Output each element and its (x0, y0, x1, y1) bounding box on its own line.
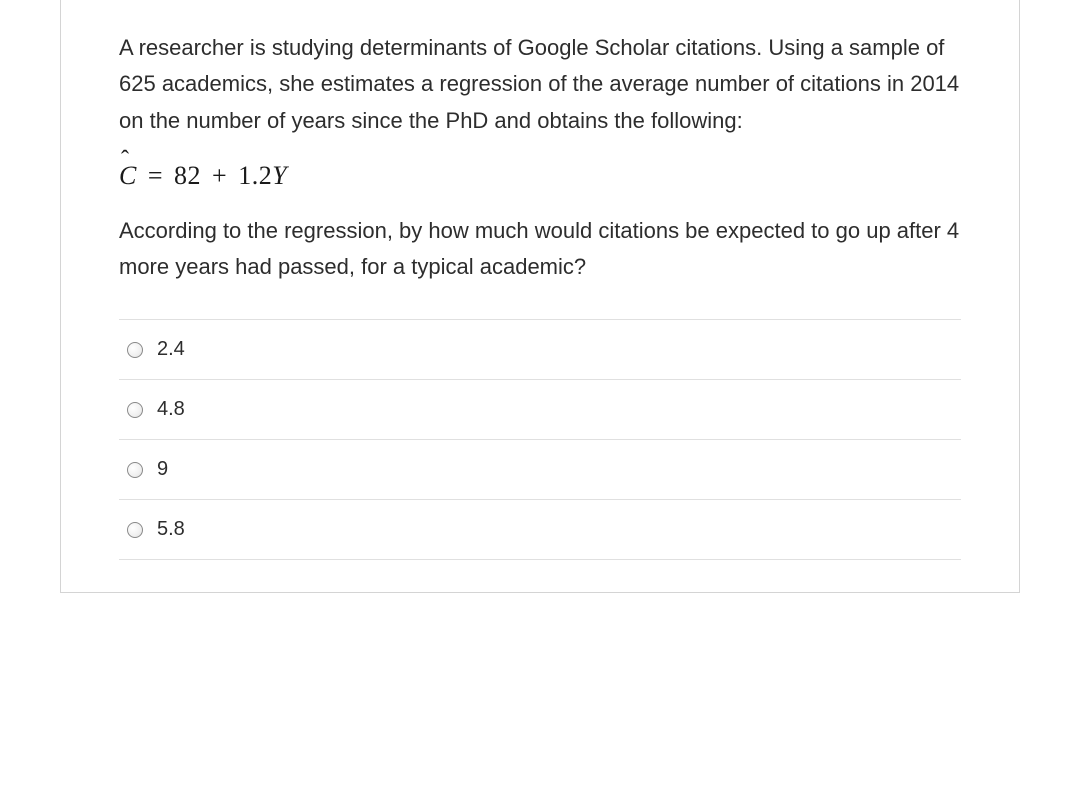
equation-intercept: 82 (174, 161, 201, 190)
option-label: 9 (157, 458, 168, 481)
equation-plus: + (212, 161, 227, 190)
option-3[interactable]: 9 (119, 439, 961, 499)
options-list: 2.4 4.8 9 5.8 (119, 319, 961, 560)
radio-icon[interactable] (127, 462, 143, 478)
option-label: 4.8 (157, 398, 185, 421)
question-paragraph-1: A researcher is studying determinants of… (119, 30, 961, 139)
question-card: A researcher is studying determinants of… (60, 0, 1020, 593)
regression-equation: C = 82 + 1.2Y (119, 161, 961, 191)
option-4[interactable]: 5.8 (119, 499, 961, 560)
equation-equals: = (148, 161, 163, 190)
radio-icon[interactable] (127, 522, 143, 538)
radio-icon[interactable] (127, 402, 143, 418)
equation-lhs: C (119, 161, 137, 191)
option-2[interactable]: 4.8 (119, 379, 961, 439)
option-label: 5.8 (157, 518, 185, 541)
option-1[interactable]: 2.4 (119, 319, 961, 379)
question-paragraph-2: According to the regression, by how much… (119, 213, 961, 286)
equation-slope: 1.2 (238, 161, 272, 190)
equation-variable: Y (272, 161, 287, 190)
radio-icon[interactable] (127, 342, 143, 358)
option-label: 2.4 (157, 338, 185, 361)
